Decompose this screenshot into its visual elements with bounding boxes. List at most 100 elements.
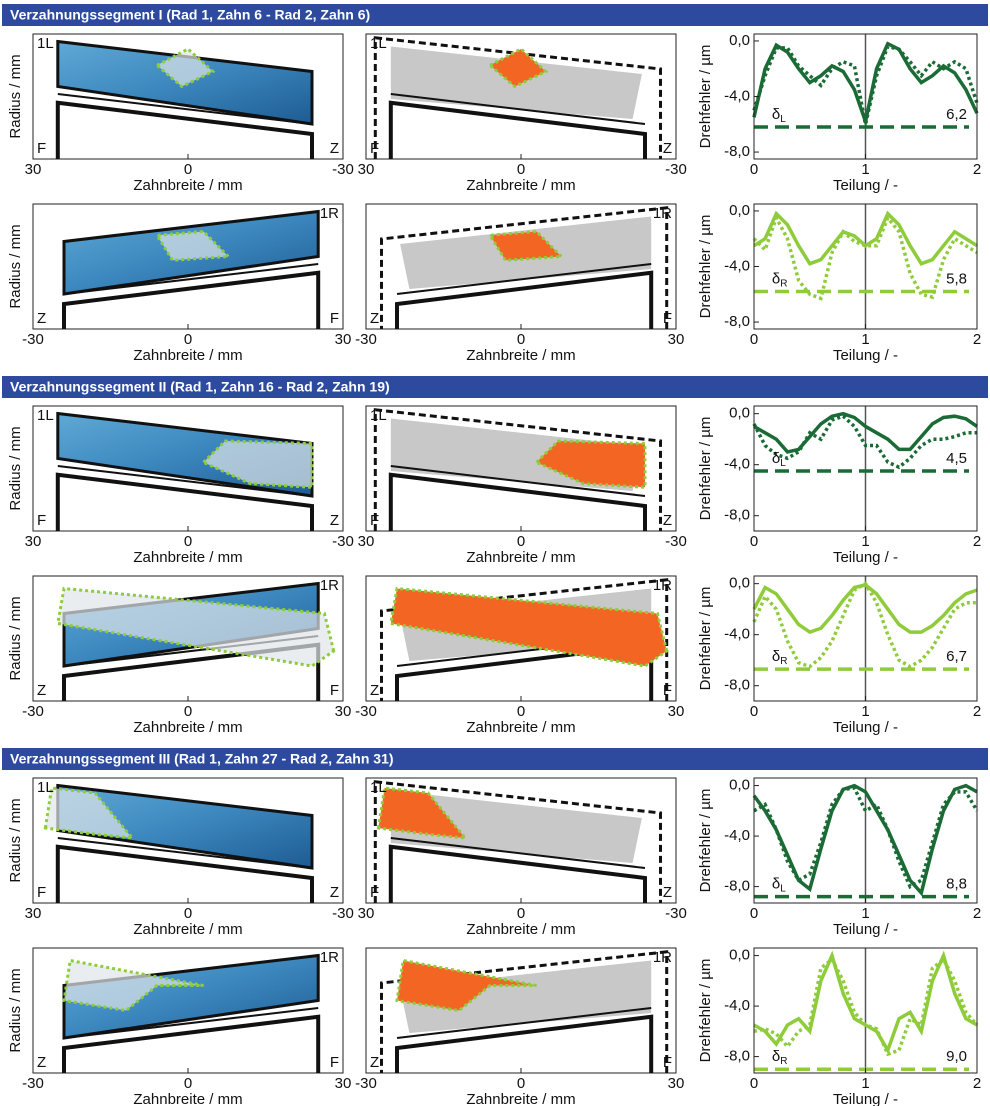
contact-outline — [154, 47, 216, 89]
y-tick-label: 0,0 — [729, 777, 750, 794]
flank-outline — [380, 206, 669, 329]
tooth-root — [395, 270, 654, 329]
x-tick-label: 30 — [335, 1075, 352, 1092]
tooth-root — [62, 642, 321, 701]
corner-label: 1R — [653, 577, 672, 594]
y-axis-label: Drehfehler / µm — [697, 789, 714, 893]
delta-label: 4,5 — [946, 450, 967, 467]
x-tick-label: 0 — [184, 533, 192, 550]
delta-symbol-text: δ — [772, 876, 780, 893]
contact-pattern — [203, 441, 312, 488]
x-axis-label: Zahnbreite / mm — [133, 719, 242, 736]
x-axis-label: Zahnbreite / mm — [466, 347, 575, 364]
delta-subscript: R — [780, 656, 787, 667]
corner-label: Z — [37, 310, 46, 327]
x-tick-label: 0 — [517, 1075, 525, 1092]
delta-subscript: R — [780, 278, 787, 289]
series-line — [752, 783, 978, 897]
flank-outline — [380, 950, 669, 1073]
x-tick-label: 2 — [973, 331, 981, 348]
delta-symbol: δL — [772, 106, 786, 125]
corner-label: Z — [37, 682, 46, 699]
corner-label: Z — [663, 140, 672, 157]
x-tick-label: 30 — [25, 533, 42, 550]
corner-label: F — [330, 1054, 339, 1071]
delta-label: 5,8 — [946, 270, 967, 287]
x-axis-label: Zahnbreite / mm — [466, 177, 575, 194]
delta-subscript: L — [780, 114, 786, 125]
y-axis-label: Drehfehler / µm — [697, 45, 714, 149]
series-line — [753, 956, 979, 1057]
y-tick-label: -4,0 — [724, 257, 750, 274]
x-tick-label: 30 — [358, 161, 375, 178]
x-tick-label: 0 — [750, 161, 758, 178]
x-tick-label: -30 — [355, 1075, 377, 1092]
contact-outline — [487, 47, 549, 89]
delta-symbol: δL — [772, 876, 786, 895]
tooth-root — [388, 472, 647, 531]
tooth-root — [57, 93, 313, 125]
x-tick-label: 0 — [184, 703, 192, 720]
y-tick-label: -8,0 — [724, 878, 750, 895]
corner-label: F — [37, 884, 46, 901]
flank-outline — [380, 578, 669, 701]
x-tick-label: 30 — [335, 331, 352, 348]
corner-label: F — [663, 1054, 672, 1071]
corner-label: F — [330, 310, 339, 327]
x-axis-label: Zahnbreite / mm — [466, 719, 575, 736]
x-tick-label: 1 — [861, 1075, 869, 1092]
y-tick-label: -8,0 — [724, 677, 750, 694]
x-tick-label: -30 — [355, 703, 377, 720]
tooth-root — [395, 1014, 654, 1073]
corner-label: Z — [663, 884, 672, 901]
y-axis-label: Radius / mm — [7, 54, 24, 138]
x-tick-label: -30 — [22, 1075, 44, 1092]
x-tick-label: 2 — [973, 703, 981, 720]
corner-label: Z — [330, 512, 339, 529]
corner-label: F — [37, 140, 46, 157]
series-line — [752, 44, 979, 125]
x-tick-label: 30 — [25, 905, 42, 922]
delta-symbol-text: δ — [772, 270, 780, 287]
corner-label: 1L — [370, 35, 387, 52]
tooth-root — [396, 263, 652, 295]
delta-label: 9,0 — [946, 1048, 967, 1065]
corner-label: 1R — [653, 205, 672, 222]
x-tick-label: 2 — [973, 1075, 981, 1092]
corner-label: Z — [330, 884, 339, 901]
y-tick-label: 0,0 — [729, 405, 750, 422]
delta-symbol: δR — [772, 1048, 788, 1067]
delta-symbol-text: δ — [772, 450, 780, 467]
delta-symbol: δR — [772, 648, 788, 667]
tooth-root — [55, 100, 314, 159]
x-tick-label: 0 — [750, 905, 758, 922]
x-tick-label: 2 — [973, 161, 981, 178]
x-tick-label: -30 — [22, 703, 44, 720]
x-tick-label: 30 — [668, 1075, 685, 1092]
x-tick-label: 30 — [358, 533, 375, 550]
x-tick-label: 0 — [184, 905, 192, 922]
contact-outline — [533, 439, 647, 489]
y-tick-label: -8,0 — [724, 143, 750, 160]
tooth-root — [390, 837, 646, 869]
contact-outline — [56, 586, 336, 668]
x-tick-label: 30 — [358, 905, 375, 922]
y-axis-label: Radius / mm — [7, 798, 24, 882]
y-tick-label: 0,0 — [729, 575, 750, 592]
corner-label: 1R — [653, 949, 672, 966]
x-axis-label: Zahnbreite / mm — [133, 921, 242, 938]
y-tick-label: -8,0 — [724, 1048, 750, 1065]
corner-label: Z — [370, 310, 379, 327]
tooth-root — [388, 100, 647, 159]
y-tick-label: 0,0 — [729, 32, 750, 49]
x-tick-label: -30 — [665, 905, 687, 922]
x-tick-label: -30 — [332, 161, 354, 178]
tooth-root — [62, 1014, 321, 1073]
x-tick-label: 2 — [973, 905, 981, 922]
x-tick-label: -30 — [355, 331, 377, 348]
corner-label: 1L — [370, 407, 387, 424]
delta-symbol: δR — [772, 270, 788, 289]
delta-label: 6,2 — [946, 106, 967, 123]
segment-header — [2, 748, 988, 770]
